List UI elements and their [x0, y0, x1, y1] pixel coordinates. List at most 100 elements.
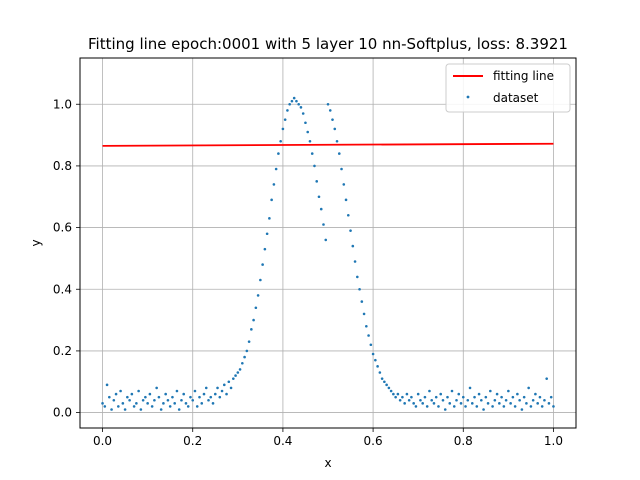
dataset-point: [254, 306, 258, 310]
dataset-point: [335, 139, 339, 143]
dataset-point: [225, 392, 228, 396]
dataset-point: [175, 389, 179, 393]
dataset-point: [520, 408, 524, 411]
dataset-point: [110, 408, 113, 411]
dataset-point: [534, 392, 537, 396]
x-tick-label: 1.0: [544, 434, 563, 448]
dataset-point: [148, 392, 152, 396]
dataset-point: [450, 389, 454, 393]
dataset-point: [545, 377, 548, 380]
y-axis-label: y: [29, 239, 43, 246]
dataset-point: [229, 386, 233, 390]
dataset-point: [180, 398, 183, 402]
dataset-point: [155, 386, 158, 390]
dataset-point: [114, 392, 118, 396]
dataset-point: [434, 395, 438, 399]
dataset-point: [252, 318, 255, 322]
dataset-point: [322, 223, 325, 226]
dataset-point: [549, 395, 553, 399]
dataset-point: [437, 405, 440, 408]
dataset-point: [425, 405, 429, 408]
dataset-point: [241, 361, 244, 365]
x-tick-label: 0.6: [364, 434, 383, 448]
dataset-point: [310, 152, 314, 155]
dataset-point: [378, 371, 382, 374]
dataset-point: [272, 183, 276, 186]
dataset-point: [342, 183, 346, 186]
dataset-point: [371, 352, 375, 356]
dataset-point: [387, 386, 391, 390]
dataset-point: [392, 392, 395, 396]
dataset-point: [470, 402, 474, 405]
legend-label-dataset: dataset: [493, 91, 539, 105]
dataset-point: [313, 164, 316, 168]
dataset-point: [439, 392, 443, 396]
dataset-point: [209, 395, 213, 399]
dataset-point: [123, 408, 127, 411]
dataset-point: [274, 167, 278, 171]
dataset-point: [268, 217, 271, 220]
dataset-point: [153, 398, 156, 402]
dataset-point: [333, 127, 337, 131]
dataset-point: [362, 312, 366, 316]
dataset-point: [227, 380, 231, 384]
dataset-point: [299, 106, 303, 109]
dataset-point: [315, 180, 319, 183]
dataset-point: [101, 402, 104, 405]
dataset-point: [486, 402, 490, 405]
chart-title: Fitting line epoch:0001 with 5 layer 10 …: [88, 35, 568, 53]
dataset-point: [189, 395, 192, 399]
dataset-point: [540, 405, 544, 408]
x-axis-label: x: [324, 456, 331, 470]
dataset-point: [529, 405, 533, 408]
dataset-point: [531, 398, 535, 402]
dataset-point: [457, 392, 461, 396]
dataset-point: [495, 392, 499, 396]
dataset-point: [351, 244, 355, 248]
dataset-point: [236, 371, 240, 374]
dataset-point: [538, 395, 542, 399]
dataset-point: [516, 392, 519, 396]
dataset-point: [182, 392, 186, 396]
dataset-point: [468, 386, 472, 390]
dataset-point: [119, 389, 122, 393]
dataset-point: [509, 402, 512, 405]
dataset-point: [222, 383, 226, 387]
dataset-point: [412, 402, 415, 405]
dataset-point: [301, 112, 305, 115]
dataset-point: [103, 405, 107, 408]
dataset-point: [331, 118, 334, 121]
dataset-point: [220, 389, 224, 393]
dataset-point: [419, 398, 422, 402]
dataset-point: [394, 395, 397, 399]
dataset-point: [356, 275, 359, 279]
dataset-point: [511, 395, 515, 399]
dataset-point: [527, 386, 530, 390]
dataset-point: [518, 398, 521, 402]
dataset-point: [105, 383, 109, 387]
dataset-point: [407, 398, 411, 402]
dataset-point: [374, 358, 377, 362]
dataset-point: [502, 405, 506, 408]
legend-dot-swatch: [466, 95, 470, 99]
dataset-point: [405, 392, 409, 396]
y-tick-label: 0.0: [53, 406, 72, 420]
x-tick-label: 0.2: [183, 434, 202, 448]
dataset-point: [319, 207, 323, 211]
dataset-point: [193, 389, 197, 393]
dataset-point: [130, 392, 134, 396]
dataset-point: [270, 198, 273, 202]
x-axis: 0.0 0.2 0.4 0.6 0.8 1.0: [93, 428, 563, 448]
dataset-point: [195, 405, 199, 408]
grid: [80, 58, 576, 428]
dataset-point: [423, 395, 427, 399]
dataset-point: [477, 392, 481, 396]
dataset-point: [295, 99, 298, 103]
dataset-point: [504, 398, 508, 402]
dataset-point: [489, 389, 492, 393]
dataset-point: [383, 380, 386, 384]
dataset-point: [455, 398, 458, 402]
fitting-line-series: [102, 142, 554, 147]
dataset-point: [484, 395, 488, 399]
legend: fitting line dataset: [445, 63, 571, 113]
